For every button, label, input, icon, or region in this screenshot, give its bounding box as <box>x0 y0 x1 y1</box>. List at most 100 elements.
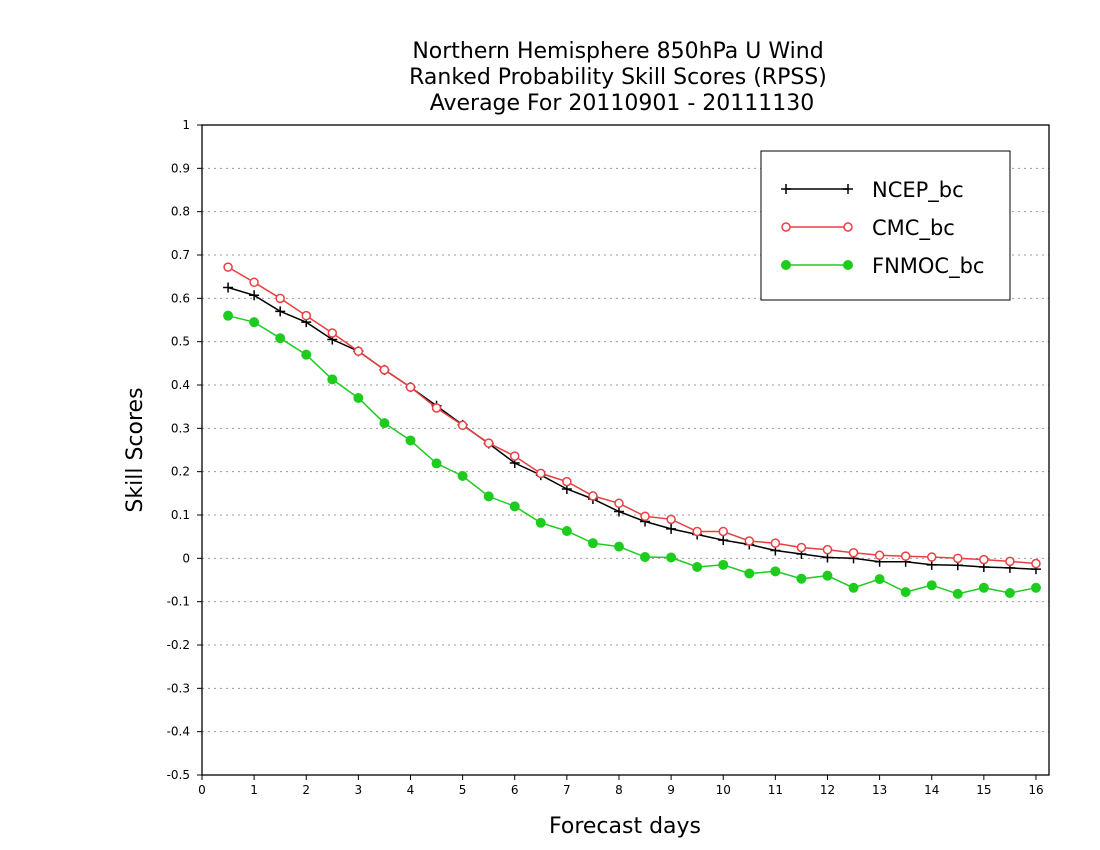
series-ncep-bc <box>223 282 1041 575</box>
x-tick-label: 16 <box>1028 783 1043 797</box>
x-tick-label: 10 <box>716 783 731 797</box>
y-axis-ticks: -0.5 -0.4 -0.3 -0.2 -0.1 0 0.1 0.2 0.3 0.4 0.5 0.6 0… <box>167 118 202 782</box>
data-point <box>874 574 885 585</box>
data-point <box>692 562 703 572</box>
data-point <box>744 536 755 546</box>
y-tick-label: 0.5 <box>171 335 190 349</box>
x-tick-label: 14 <box>924 783 939 797</box>
legend-item-fnmoc-bc: FNMOC_bc <box>781 254 984 279</box>
data-point <box>353 393 364 403</box>
data-point <box>562 476 572 487</box>
data-point <box>613 506 624 517</box>
data-point <box>1030 582 1041 593</box>
data-point <box>223 262 233 272</box>
data-point <box>431 403 442 413</box>
legend-label: FNMOC_bc <box>872 254 984 279</box>
y-tick-label: 0.9 <box>171 161 190 175</box>
data-point <box>483 491 494 502</box>
x-tick-label: 11 <box>768 783 783 797</box>
y-tick-label: -0.4 <box>167 725 190 739</box>
data-point <box>327 328 338 338</box>
y-tick-label: -0.1 <box>167 595 190 609</box>
data-point <box>666 514 676 525</box>
y-tick-label: 0.6 <box>171 291 190 305</box>
data-point <box>301 310 311 321</box>
data-point <box>249 277 259 288</box>
data-point <box>744 568 755 579</box>
data-point <box>848 582 859 593</box>
chart-title-line-3: Average For 20110901 - 20111130 <box>430 91 815 116</box>
data-point <box>587 538 598 549</box>
data-point <box>431 458 442 469</box>
x-tick-label: 13 <box>872 783 887 797</box>
chart-title-line-1: Northern Hemisphere 850hPa U Wind <box>412 39 823 64</box>
data-point <box>781 260 791 270</box>
y-tick-label: 0.8 <box>171 205 190 219</box>
y-tick-label: 0 <box>182 551 190 565</box>
data-point <box>405 435 416 446</box>
legend-label: NCEP_bc <box>872 178 964 203</box>
chart-title: Northern Hemisphere 850hPa U Wind Ranked… <box>409 39 827 116</box>
data-point <box>848 547 859 558</box>
data-point <box>952 588 963 599</box>
legend-label: CMC_bc <box>872 216 955 241</box>
y-axis-label: Skill Scores <box>123 387 148 512</box>
x-tick-label: 12 <box>820 783 835 797</box>
series-line-fnmoc-bc <box>227 314 1037 595</box>
legend-item-ncep-bc: NCEP_bc <box>781 178 964 203</box>
data-point <box>692 526 702 537</box>
data-point <box>770 566 781 577</box>
data-point <box>796 542 807 553</box>
series-cmc-bc <box>223 262 1041 569</box>
x-axis-label: Forecast days <box>549 814 701 839</box>
series-line-ncep-bc <box>227 286 1037 570</box>
data-point <box>457 420 468 431</box>
data-point <box>666 523 677 534</box>
data-point <box>275 333 286 344</box>
x-tick-label: 8 <box>615 783 623 797</box>
series-line-cmc-bc <box>227 266 1037 565</box>
data-point <box>822 570 833 581</box>
data-point <box>379 418 390 429</box>
data-point <box>926 552 937 562</box>
data-point <box>223 310 234 321</box>
data-point <box>770 538 781 548</box>
data-point <box>926 580 937 591</box>
x-tick-label: 0 <box>198 783 206 797</box>
y-tick-label: -0.5 <box>167 768 190 782</box>
x-axis-ticks: 0 1 2 3 4 5 6 7 8 9 10 11 12 13 14 15 16 <box>198 775 1044 797</box>
data-point <box>843 260 853 270</box>
x-tick-label: 9 <box>667 783 675 797</box>
data-point <box>796 573 807 584</box>
chart-title-line-2: Ranked Probability Skill Scores (RPSS) <box>409 65 827 90</box>
y-tick-label: -0.3 <box>167 681 190 695</box>
data-point <box>953 553 963 564</box>
plot-frame <box>201 124 1050 776</box>
data-point <box>275 293 285 304</box>
y-tick-label: 0.1 <box>171 508 190 522</box>
data-point <box>249 290 260 301</box>
data-point <box>978 582 989 593</box>
y-tick-label: 0.7 <box>171 248 190 262</box>
data-point <box>718 526 728 537</box>
x-tick-label: 15 <box>976 783 991 797</box>
x-tick-label: 3 <box>355 783 363 797</box>
y-tick-label: 1 <box>182 118 190 132</box>
data-point <box>535 517 546 528</box>
data-point <box>483 438 494 448</box>
data-point <box>900 587 911 598</box>
x-tick-label: 2 <box>302 783 310 797</box>
data-point <box>301 349 312 360</box>
data-point <box>1031 558 1041 569</box>
data-point <box>640 552 651 563</box>
legend-box <box>760 150 1011 301</box>
data-point <box>509 501 520 512</box>
x-tick-label: 1 <box>250 783 258 797</box>
data-point <box>536 468 546 479</box>
data-point <box>843 222 853 232</box>
data-point <box>613 541 624 552</box>
data-point <box>843 184 853 194</box>
data-point <box>874 550 885 561</box>
data-point <box>666 552 677 563</box>
